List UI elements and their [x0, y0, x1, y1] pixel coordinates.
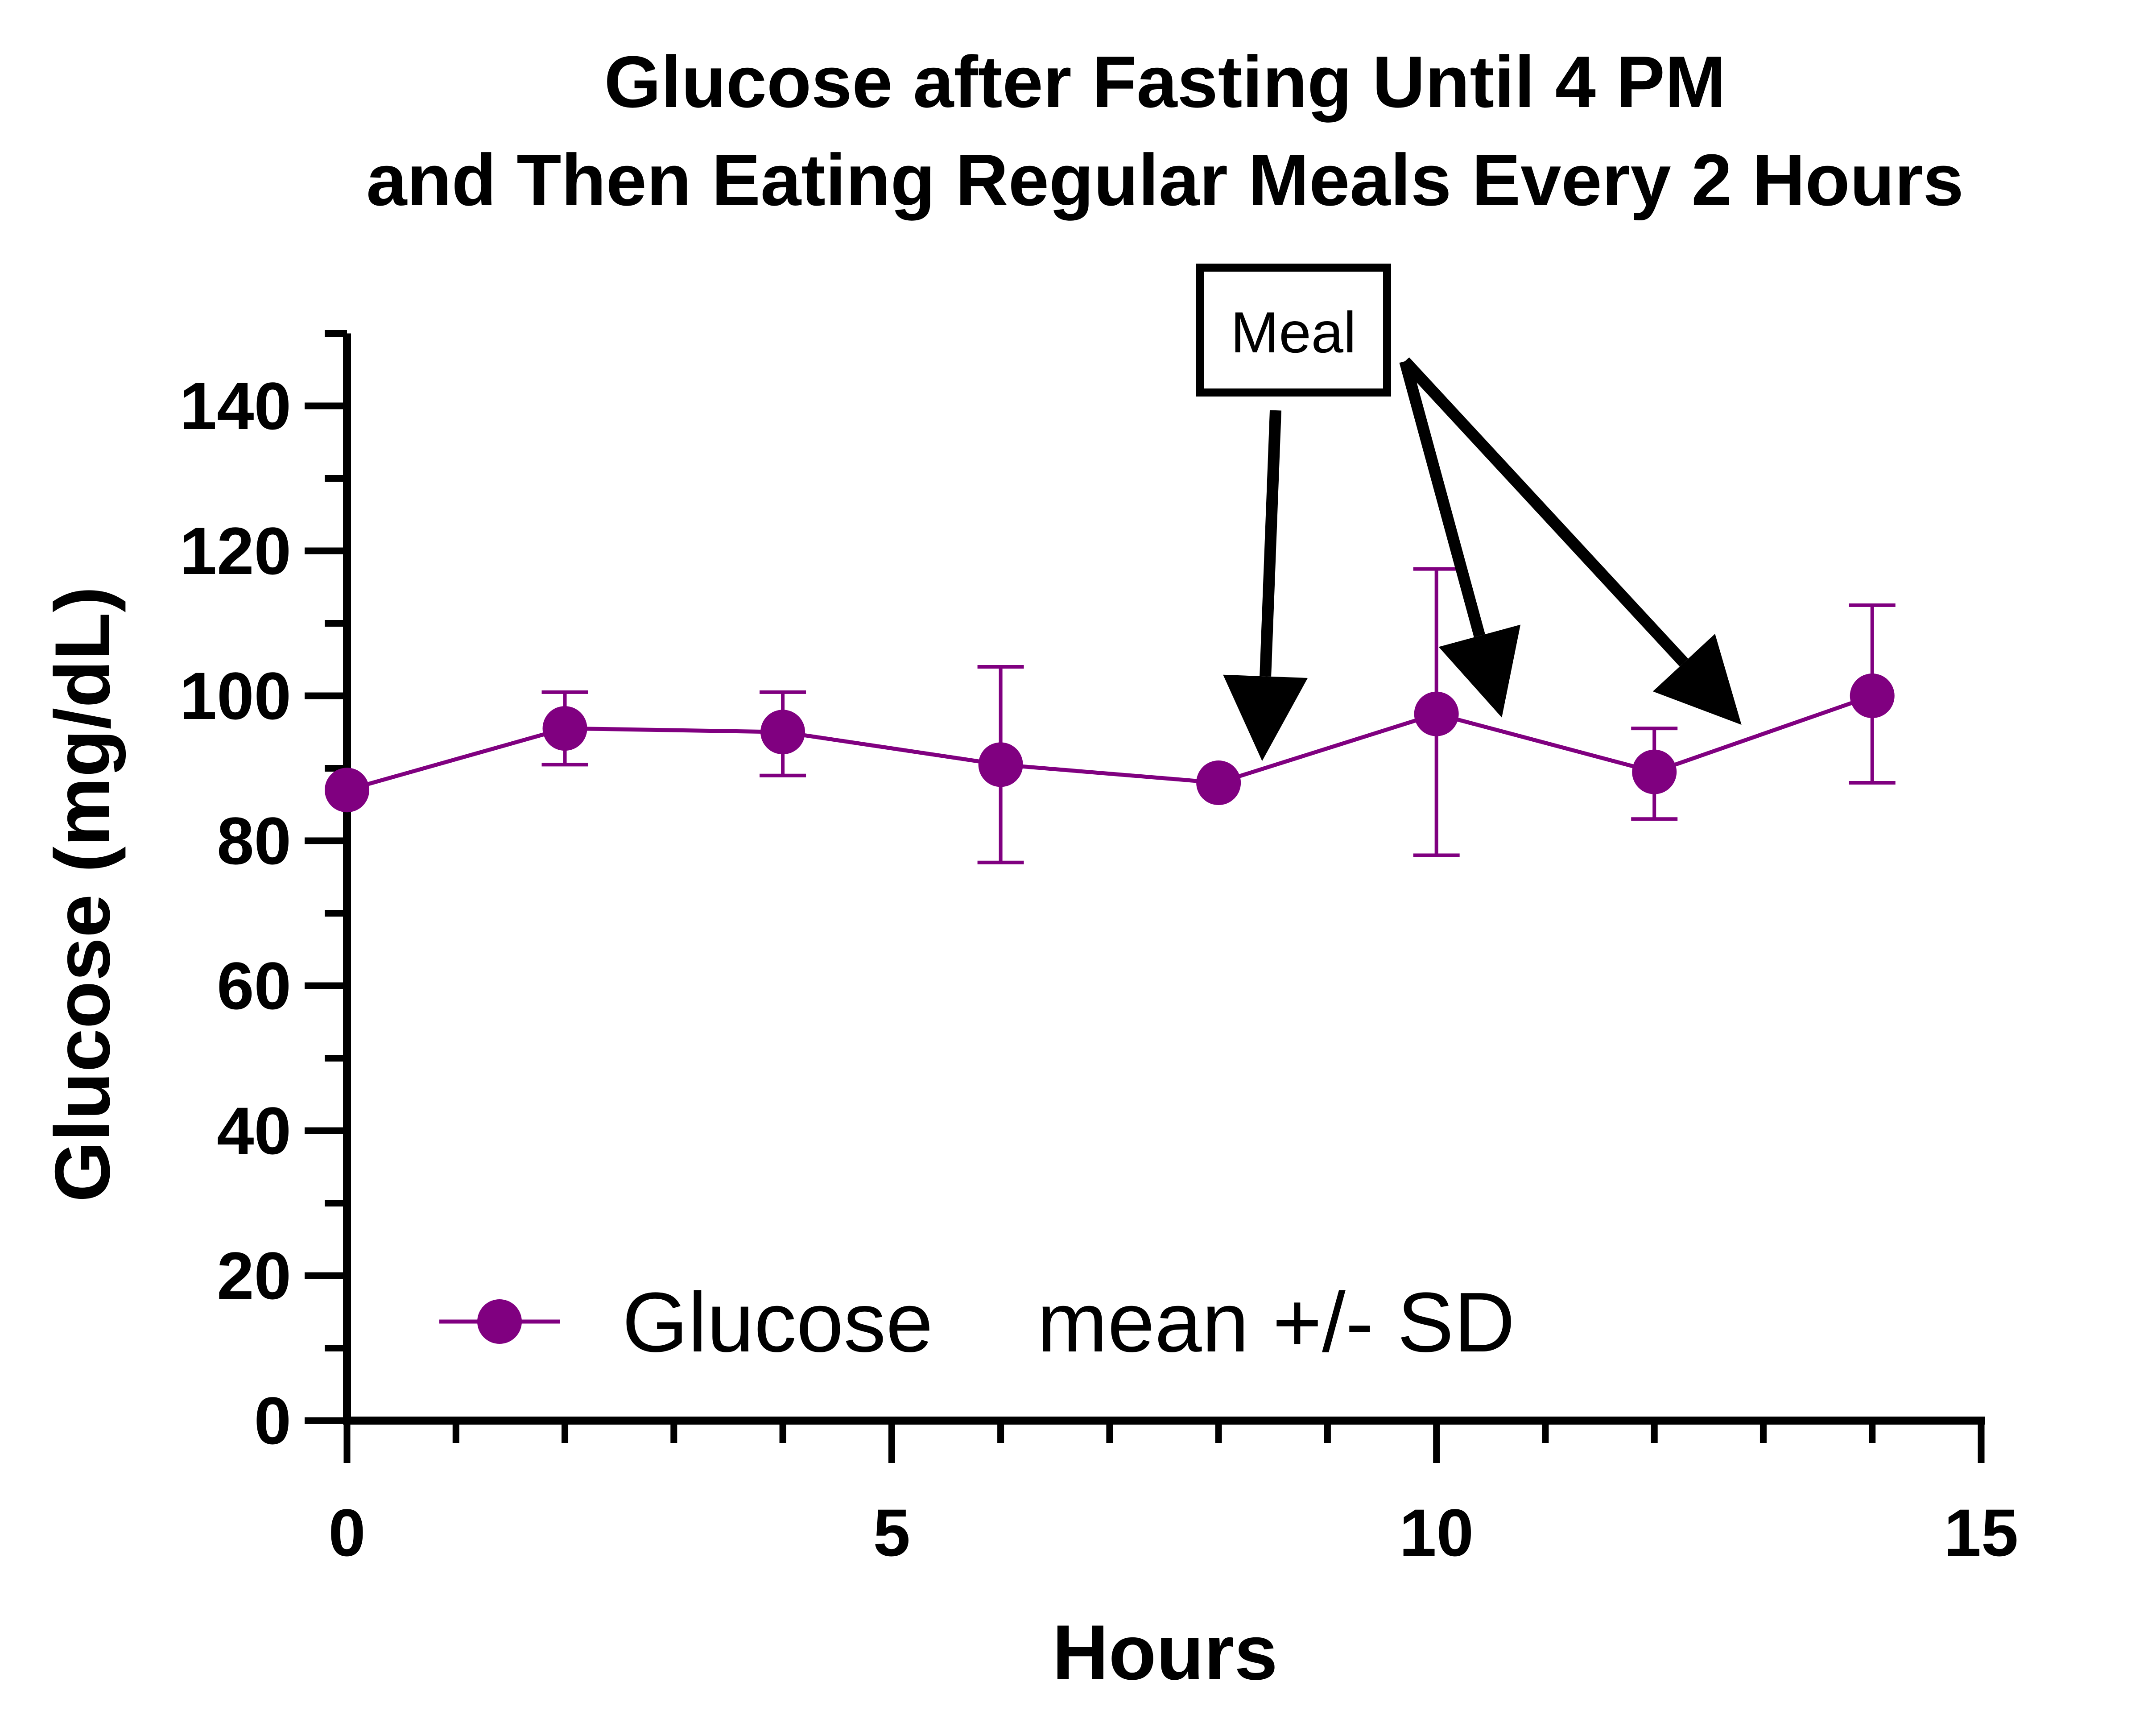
meal-arrow-head: [1438, 624, 1521, 718]
data-point: [1196, 760, 1241, 805]
legend-series-label: Glucose: [622, 1275, 933, 1370]
data-point: [978, 742, 1023, 787]
x-tick-label: 5: [873, 1495, 910, 1570]
x-tick-label: 10: [1399, 1495, 1474, 1570]
axes: 0 20 40 60 80 100 120 140 0 5 10 15: [180, 330, 2019, 1570]
x-tick-label: 0: [328, 1495, 365, 1570]
data-point: [1632, 749, 1677, 794]
y-tick-label: 60: [217, 948, 291, 1023]
series-glucose: [325, 567, 1896, 864]
data-point: [542, 706, 587, 751]
y-axis-title: Glucose (mg/dL): [39, 587, 126, 1202]
meal-annotation: Meal: [1196, 264, 1742, 761]
y-tick-label: 80: [217, 803, 291, 878]
y-tick-label: 20: [217, 1238, 291, 1313]
chart-title-line-1: Glucose after Fasting Until 4 PM: [604, 41, 1726, 123]
y-tick-label: 140: [180, 368, 291, 443]
chart-title-line-2: and Then Eating Regular Meals Every 2 Ho…: [366, 139, 1964, 221]
legend: Glucose mean +/- SD: [439, 1275, 1515, 1370]
legend-marker-swatch: [477, 1299, 522, 1344]
data-point: [1414, 691, 1459, 736]
meal-arrow-head: [1652, 634, 1742, 725]
y-tick-label: 40: [217, 1093, 291, 1168]
x-tick-label: 15: [1944, 1495, 2019, 1570]
meal-arrow-shaft: [1400, 357, 1689, 667]
data-point: [325, 768, 369, 813]
meal-arrow-shaft: [1399, 359, 1485, 637]
data-point: [1850, 673, 1895, 718]
y-tick-label: 0: [254, 1383, 291, 1458]
meal-arrow-shaft: [1260, 410, 1281, 677]
legend-stat-label: mean +/- SD: [1037, 1275, 1515, 1370]
meal-annotation-box: [1196, 264, 1391, 397]
series-line: [346, 694, 1873, 792]
y-tick-label: 120: [180, 513, 291, 588]
meal-annotation-label: Meal: [1231, 300, 1356, 365]
data-point: [760, 710, 805, 755]
meal-arrows: [1223, 357, 1742, 761]
y-tick-label: 100: [180, 658, 291, 733]
x-axis-title: Hours: [1052, 1609, 1278, 1696]
meal-arrow-head: [1223, 674, 1308, 761]
